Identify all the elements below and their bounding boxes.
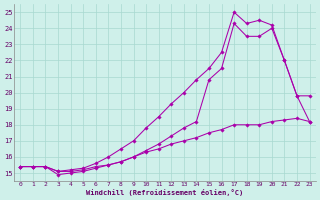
X-axis label: Windchill (Refroidissement éolien,°C): Windchill (Refroidissement éolien,°C) [86,189,244,196]
